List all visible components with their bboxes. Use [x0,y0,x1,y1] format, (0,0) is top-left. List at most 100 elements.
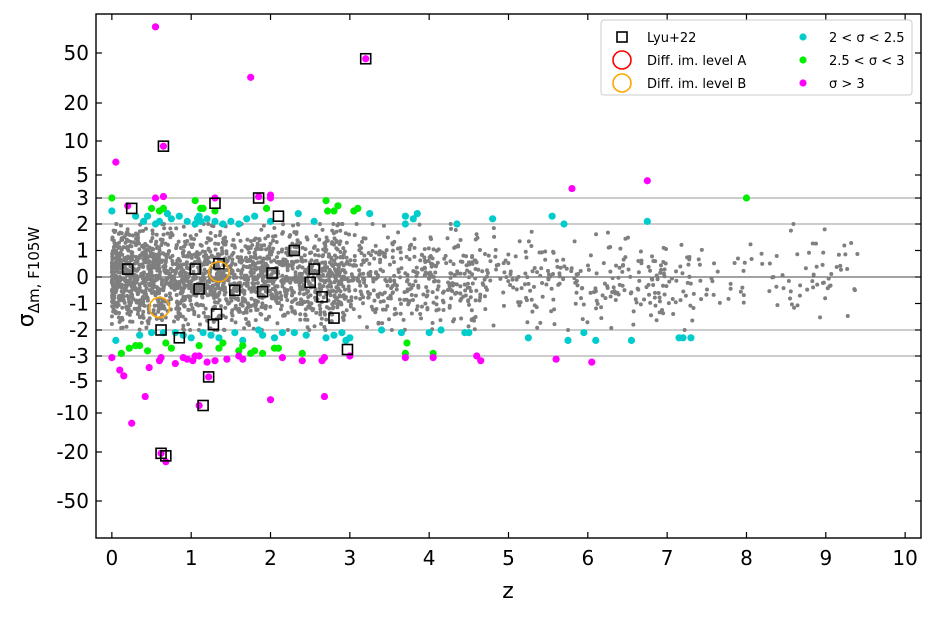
background-point [118,261,123,266]
background-point [610,276,615,281]
background-point [341,317,346,322]
background-point [775,303,780,308]
background-point [242,289,247,294]
background-point [220,249,225,254]
legend-marker-square [616,31,628,43]
background-point [181,248,186,253]
background-point [165,231,170,236]
background-point [118,230,123,235]
background-point [115,268,120,273]
background-point [250,243,255,248]
background-point [338,228,343,233]
background-point [168,255,173,260]
data-point [477,357,485,365]
background-point [274,299,279,304]
background-point [506,261,511,266]
x-tick-label: 7 [661,546,674,570]
background-point [238,238,243,243]
background-point [214,274,219,279]
background-point [561,257,566,262]
background-point [458,238,463,243]
background-point [158,237,163,242]
background-point [636,258,641,263]
background-point [463,288,468,293]
background-point [298,241,303,246]
background-point [155,245,160,250]
background-point [514,277,519,282]
data-point [175,212,183,220]
background-point [368,269,373,274]
background-point [232,272,237,277]
background-point [663,246,668,251]
background-point [477,298,482,303]
background-point [293,297,298,302]
background-point [820,262,825,267]
background-point [298,312,303,317]
background-point [259,243,264,248]
background-point [511,285,516,290]
data-point [171,359,179,368]
background-point [115,244,120,249]
background-point [125,256,130,261]
background-point [158,270,163,275]
data-point [159,192,168,201]
background-point [235,268,240,273]
background-point [180,289,185,294]
background-point [662,267,667,272]
background-point [795,303,800,308]
background-point [224,267,229,272]
background-point [449,271,454,276]
background-point [767,261,772,266]
background-point [789,302,794,307]
y-tick-label: -5 [69,369,89,393]
data-point [258,349,267,357]
background-point [112,296,117,301]
data-point [465,329,473,337]
background-point [371,279,376,284]
background-point [339,279,344,284]
background-point [691,305,696,310]
data-point [425,329,433,337]
data-point [401,354,409,362]
background-point [231,250,236,255]
background-point [621,257,626,262]
background-point [217,313,222,318]
background-point [642,297,647,302]
background-point [162,226,167,231]
background-point [616,292,621,297]
background-point [323,260,328,265]
data-point [239,342,247,350]
y-tick-label: -3 [69,344,89,368]
background-point [611,285,616,290]
background-point [137,327,142,332]
data-point [159,204,168,212]
background-point [114,257,119,262]
background-point [618,246,623,251]
background-point [807,250,812,255]
background-point [687,274,692,279]
data-point [141,392,149,401]
background-point [213,287,218,292]
background-point [811,272,816,277]
background-point [321,295,326,300]
background-point [410,298,415,303]
background-point [181,262,186,267]
background-point [244,307,249,312]
legend-item: 2.5 < σ < 3 [799,54,905,69]
y-tick-label: 50 [64,41,89,65]
lyu22-marker [155,324,167,336]
y-tick-label: 10 [64,129,89,153]
background-point [113,228,118,233]
background-point [433,278,438,283]
background-point [332,258,337,263]
background-point [324,317,329,322]
background-point [168,279,173,284]
y-tick-label: -1 [69,292,89,316]
lyu22-marker [266,267,278,279]
background-point [139,320,144,325]
x-tick-label: 2 [264,546,277,570]
background-point [178,246,183,251]
background-point [189,289,194,294]
background-point [337,293,342,298]
data-point [627,336,636,344]
